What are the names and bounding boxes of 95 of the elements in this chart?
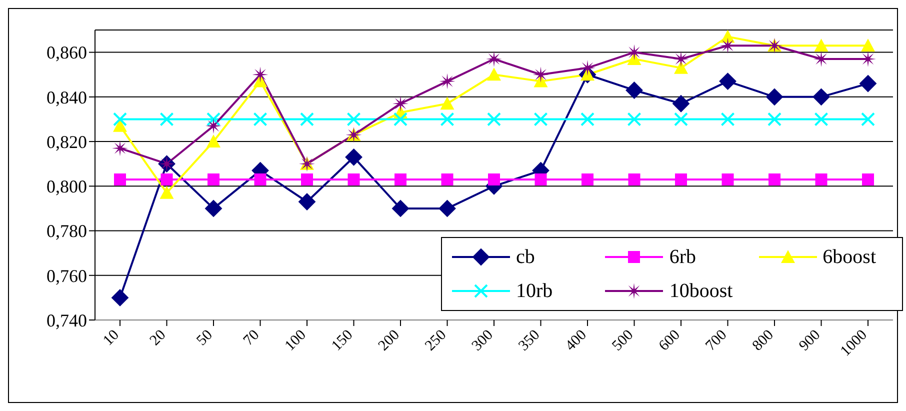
point (113, 112, 127, 126)
point (487, 68, 501, 81)
point (720, 112, 735, 126)
point (674, 60, 688, 74)
point (626, 82, 643, 99)
point (766, 88, 783, 106)
point (534, 112, 548, 126)
y-tick-label: 0,860 (46, 42, 87, 63)
point (205, 200, 222, 217)
point (252, 66, 268, 83)
point (768, 112, 782, 126)
point (488, 173, 500, 186)
point (814, 112, 828, 126)
y-tick-label: 0,740 (46, 310, 87, 330)
point (112, 289, 128, 306)
point (580, 60, 596, 76)
point (438, 200, 456, 217)
x-tick-label: 150 (328, 327, 356, 354)
point (720, 30, 735, 43)
y-tick-label: 0,780 (46, 221, 87, 242)
point (206, 112, 220, 126)
point (487, 112, 501, 126)
legend-label: 10boost (669, 280, 733, 302)
point (812, 88, 830, 106)
point (160, 186, 174, 199)
x-tick-label: 100 (282, 327, 310, 354)
point (392, 96, 408, 112)
x-tick-label: 200 (376, 327, 403, 354)
legend-label: 6rb (669, 246, 696, 268)
point (861, 38, 875, 52)
point (253, 112, 268, 126)
point (673, 51, 689, 67)
point (345, 148, 362, 166)
point (440, 112, 454, 126)
point (392, 200, 409, 217)
point (440, 96, 454, 110)
point (580, 112, 594, 126)
point (113, 118, 127, 132)
x-tick-label: 300 (469, 327, 496, 354)
point (254, 173, 266, 186)
x-tick-label: 20 (147, 327, 170, 349)
x-tick-label: 900 (796, 327, 824, 354)
point (486, 51, 502, 67)
point (815, 173, 828, 186)
point (628, 173, 640, 186)
point (300, 112, 314, 126)
point (114, 173, 126, 186)
point (348, 173, 360, 186)
point (719, 72, 736, 90)
x-tick-label: 10 (100, 327, 122, 349)
point (160, 112, 174, 126)
point (675, 173, 687, 186)
y-tick-label: 0,820 (46, 132, 87, 152)
point (534, 173, 547, 186)
point (722, 173, 734, 186)
x-tick-label: 50 (194, 327, 216, 349)
y-tick-label: 0,840 (46, 87, 87, 108)
point (814, 38, 828, 52)
point (206, 118, 222, 134)
point (346, 112, 361, 126)
point (298, 193, 316, 210)
point (626, 44, 642, 60)
x-tick-label: 250 (422, 327, 450, 354)
point (160, 173, 173, 186)
point (394, 173, 406, 186)
point (206, 134, 220, 148)
point (208, 173, 220, 186)
point (861, 112, 875, 126)
y-tick-label: 0,760 (46, 266, 87, 286)
legend-label: 6boost (822, 246, 876, 268)
point (862, 173, 874, 186)
point (441, 173, 454, 186)
x-tick-label: 400 (562, 327, 590, 354)
point (672, 95, 690, 112)
point (532, 66, 549, 83)
point (768, 173, 780, 186)
x-tick-label: 700 (702, 327, 730, 354)
point (582, 173, 594, 186)
x-tick-label: 600 (656, 327, 684, 354)
x-tick-label: 500 (609, 327, 637, 354)
point (439, 73, 456, 90)
point (301, 173, 313, 186)
point (860, 75, 876, 92)
legend-label: cb (516, 246, 535, 268)
point (112, 140, 128, 156)
x-tick-label: 800 (750, 327, 777, 354)
y-tick-label: 0,800 (46, 176, 87, 197)
x-tick-label: 350 (516, 327, 544, 354)
point (674, 112, 688, 126)
point (627, 112, 642, 126)
point (394, 112, 408, 126)
point (860, 51, 876, 67)
legend-label: 10rb (516, 280, 553, 302)
x-tick-label: 70 (240, 327, 263, 349)
point (627, 52, 642, 65)
